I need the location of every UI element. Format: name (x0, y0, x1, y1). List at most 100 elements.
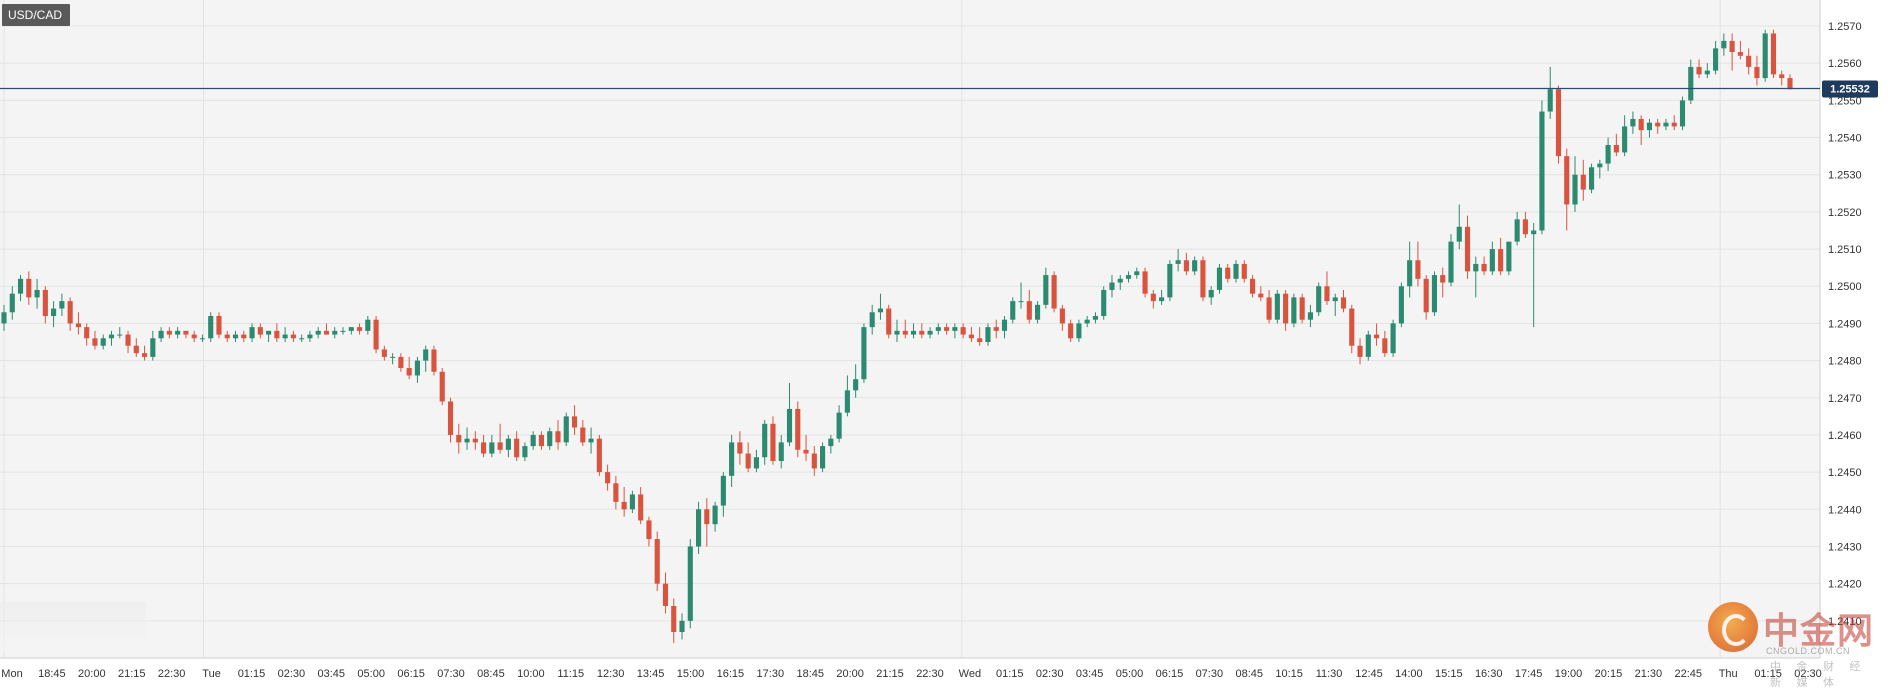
candle-body-up (1622, 126, 1628, 153)
candle-body-up (34, 289, 40, 298)
candle-body-up (1605, 144, 1611, 164)
x-tick-label: 11:15 (557, 668, 584, 680)
watermark-name-en: CNGOLD.COM.CN (1766, 646, 1851, 656)
candle-body-down (481, 442, 487, 454)
candle-body-up (861, 327, 867, 380)
y-tick-label: 1.2570 (1828, 21, 1862, 33)
candle-body-down (224, 334, 230, 339)
candle-body-down (571, 416, 578, 428)
candle-body-up (1233, 263, 1239, 279)
candle-body-up (1117, 278, 1123, 283)
candle-body-up (1539, 111, 1545, 231)
candle-body-down (1241, 263, 1247, 279)
candle-body-down (662, 583, 669, 606)
candle-body-down (274, 330, 280, 339)
candle-body-up (282, 334, 288, 339)
x-tick-label: 21:15 (876, 668, 904, 680)
candle-body-down (1655, 122, 1661, 127)
candle-body-down (125, 334, 131, 346)
x-tick-label: 01:15 (238, 668, 266, 680)
x-tick-label: 02:30 (1036, 668, 1064, 680)
candle-body-up (1109, 282, 1115, 290)
candle-body-up (1332, 297, 1338, 302)
candle-body-down (183, 330, 189, 335)
candle-body-down (142, 353, 148, 357)
candle-body-up (1101, 289, 1107, 316)
x-tick-label: Mon (1, 668, 22, 680)
candle-body-up (786, 408, 793, 443)
x-tick-label: 15:00 (677, 668, 705, 680)
candle-body-down (1746, 55, 1752, 67)
candle-body-down (1729, 40, 1735, 53)
candle-body-down (1382, 338, 1388, 354)
candle-body-up (1547, 89, 1553, 112)
candle-body-down (381, 349, 387, 357)
candle-body-down (1225, 267, 1231, 279)
x-tick-label: 20:15 (1595, 668, 1623, 680)
x-tick-label: 13:45 (637, 668, 665, 680)
blurred-overlay (0, 602, 146, 652)
candle-body-down (290, 334, 296, 339)
x-tick-label: 17:30 (757, 668, 785, 680)
candle-body-down (1249, 278, 1256, 294)
candle-body-up (1010, 301, 1016, 320)
x-tick-label: 11:30 (1316, 668, 1343, 680)
candle-body-up (1597, 163, 1603, 168)
candle-body-down (993, 327, 999, 331)
candle-body-down (638, 494, 644, 521)
candle-body-up (1646, 122, 1652, 131)
candle-body-down (133, 345, 139, 354)
candle-body-down (605, 472, 611, 484)
candle-body-down (1283, 293, 1289, 324)
candle-body-down (803, 449, 809, 454)
candle-body-down (1580, 174, 1586, 190)
x-tick-label: 20:00 (78, 668, 106, 680)
y-tick-label: 1.2420 (1828, 579, 1862, 591)
candle-body-up (150, 338, 156, 357)
candle-body-down (1258, 293, 1264, 298)
candle-body-up (1216, 267, 1223, 290)
candle-body-up (1448, 241, 1454, 283)
candle-body-up (1588, 167, 1595, 190)
x-tick-label: 19:00 (1555, 668, 1583, 680)
candle-body-up (1175, 260, 1181, 264)
candle-body-up (563, 416, 569, 443)
candle-body-up (51, 308, 57, 316)
candle-body-down (671, 605, 677, 632)
x-tick-label: 06:15 (1156, 668, 1184, 680)
candle-body-down (704, 509, 710, 525)
x-tick-label: 05:00 (1116, 668, 1144, 680)
candle-body-up (299, 338, 305, 340)
candle-body-down (745, 453, 751, 469)
candle-body-up (1431, 275, 1438, 313)
candle-body-up (762, 423, 768, 458)
candle-body-down (1779, 74, 1785, 79)
candle-body-up (1721, 40, 1727, 49)
candle-body-down (497, 442, 503, 450)
candle-body-up (1514, 219, 1520, 242)
candle-body-down (1183, 260, 1189, 272)
candle-body-down (447, 401, 454, 435)
candle-body-up (1192, 260, 1198, 272)
candle-body-up (505, 438, 511, 450)
candle-body-up (1076, 323, 1082, 339)
plot-background (0, 0, 1820, 658)
y-tick-label: 1.2550 (1828, 95, 1862, 107)
current-price-label: 1.25532 (1830, 83, 1870, 95)
current-price-badge (1822, 80, 1878, 98)
candle-body-up (1125, 275, 1132, 279)
candle-body-down (1068, 323, 1074, 339)
candle-body-up (629, 494, 635, 510)
candle-body-down (795, 408, 801, 450)
candle-body-down (1340, 297, 1347, 309)
x-tick-label: 14:00 (1395, 668, 1423, 680)
candle-body-up (390, 356, 396, 358)
candle-body-up (199, 338, 206, 340)
candle-body-down (456, 434, 462, 443)
candle-body-up (1679, 100, 1686, 127)
y-tick-label: 1.2560 (1828, 58, 1862, 70)
candle-body-up (1572, 174, 1578, 205)
candle-body-down (1464, 226, 1471, 272)
cngold-logo-icon (1708, 602, 1758, 652)
